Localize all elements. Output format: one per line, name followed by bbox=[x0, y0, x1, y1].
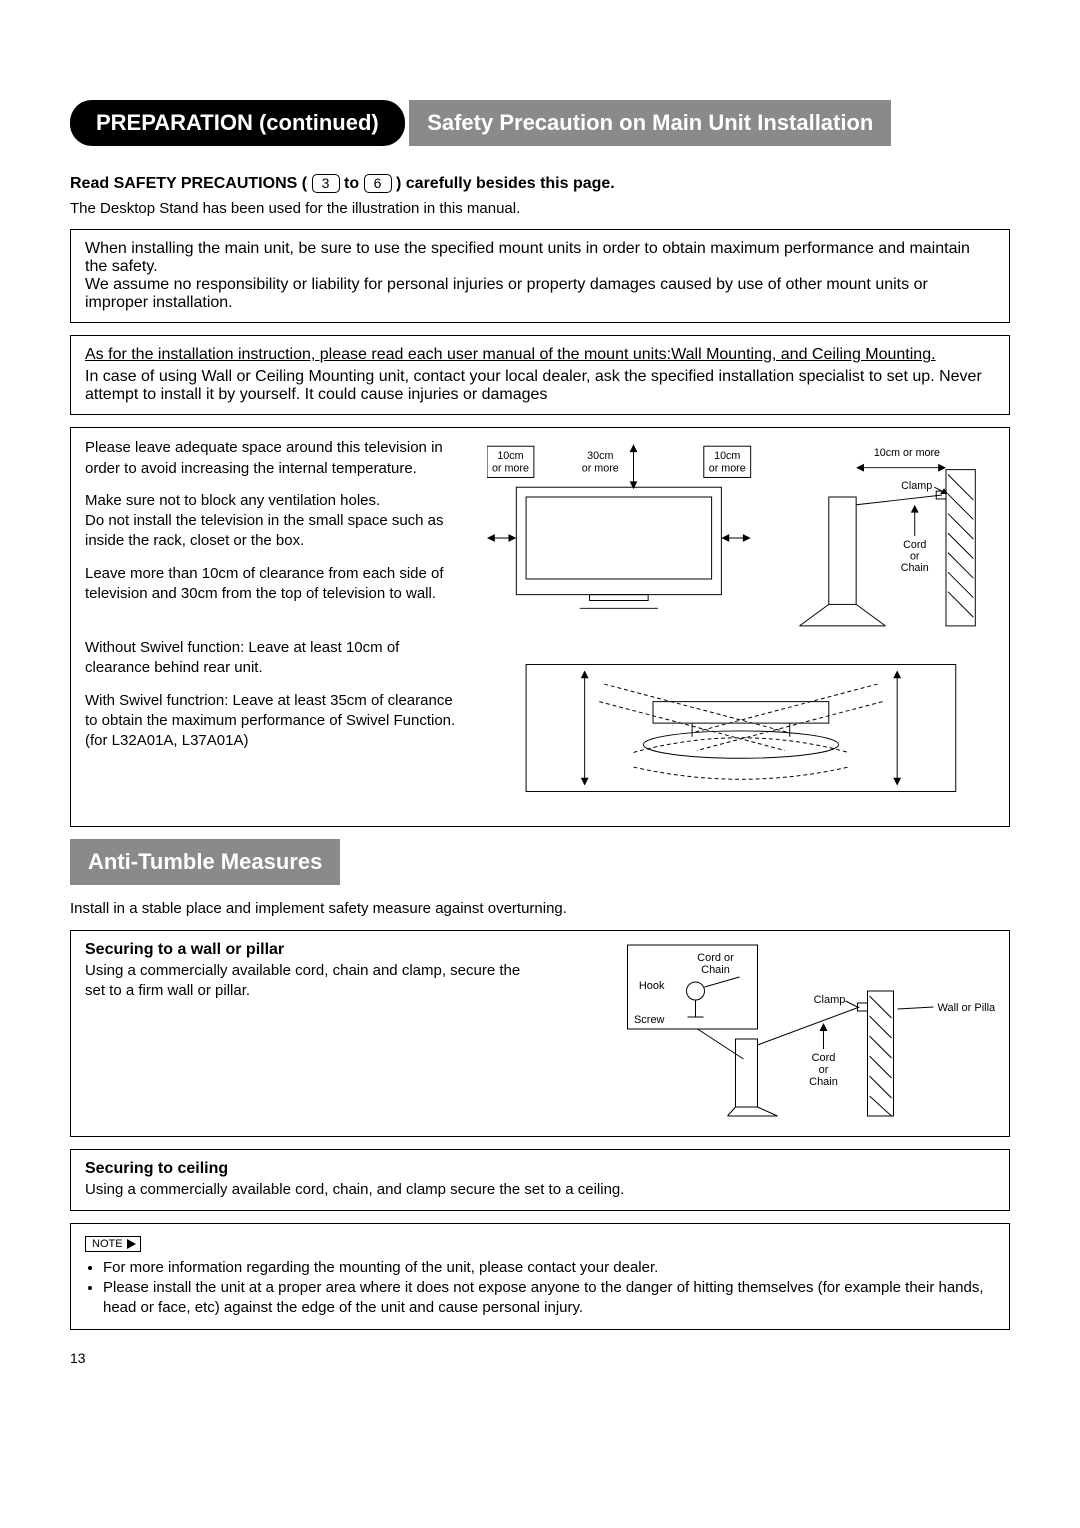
clearance-front-diagram: 10cm or more 30cm or more 10cm or more bbox=[487, 438, 995, 638]
svg-text:Chain: Chain bbox=[701, 964, 730, 976]
subhead-left: Read SAFETY PRECAUTIONS ( bbox=[70, 175, 307, 192]
note-item-1: For more information regarding the mount… bbox=[103, 1258, 995, 1278]
securing-wall-body: Using a commercially available cord, cha… bbox=[85, 961, 540, 1002]
install-warning-rest: In case of using Wall or Ceiling Mountin… bbox=[85, 368, 995, 404]
clearance-p1: Please leave adequate space around this … bbox=[85, 438, 467, 479]
svg-text:Chain: Chain bbox=[901, 562, 929, 574]
svg-text:or: or bbox=[819, 1064, 829, 1076]
install-warning-box-2: As for the installation instruction, ple… bbox=[70, 335, 1010, 415]
desktop-stand-note: The Desktop Stand has been used for the … bbox=[70, 199, 1010, 219]
svg-text:10cm: 10cm bbox=[714, 450, 740, 462]
securing-wall-title: Securing to a wall or pillar bbox=[85, 941, 540, 959]
securing-ceiling-title: Securing to ceiling bbox=[85, 1160, 995, 1178]
clearance-diagram-col: 10cm or more 30cm or more 10cm or more bbox=[487, 438, 995, 808]
clearance-box: Please leave adequate space around this … bbox=[70, 427, 1010, 827]
svg-text:Cord: Cord bbox=[812, 1052, 836, 1064]
svg-text:or: or bbox=[910, 551, 920, 563]
securing-ceiling-box: Securing to ceiling Using a commercially… bbox=[70, 1149, 1010, 1211]
subhead-mid: to bbox=[344, 175, 359, 192]
svg-text:Hook: Hook bbox=[639, 980, 665, 992]
clearance-text-col: Please leave adequate space around this … bbox=[85, 438, 467, 808]
gray-header-anti-tumble: Anti-Tumble Measures bbox=[70, 839, 340, 885]
swivel-top-diagram bbox=[487, 653, 995, 803]
note-arrow-icon bbox=[127, 1239, 136, 1249]
securing-wall-textcol: Securing to a wall or pillar Using a com… bbox=[85, 941, 540, 1126]
note-box: NOTE For more information regarding the … bbox=[70, 1223, 1010, 1330]
svg-text:30cm: 30cm bbox=[587, 450, 613, 462]
svg-text:or more: or more bbox=[492, 463, 529, 475]
anti-tumble-intro: Install in a stable place and implement … bbox=[70, 899, 1010, 919]
install-warning-underlined: As for the installation instruction, ple… bbox=[85, 346, 995, 364]
clearance-p4: Without Swivel function: Leave at least … bbox=[85, 638, 467, 679]
page-number: 13 bbox=[70, 1350, 1010, 1366]
read-safety-subhead: Read SAFETY PRECAUTIONS ( 3 to 6 ) caref… bbox=[70, 174, 1010, 193]
gray-header-safety: Safety Precaution on Main Unit Installat… bbox=[409, 100, 891, 146]
note-label: NOTE bbox=[85, 1236, 141, 1252]
svg-text:or more: or more bbox=[709, 463, 746, 475]
svg-text:Chain: Chain bbox=[809, 1076, 838, 1088]
svg-text:Screw: Screw bbox=[634, 1014, 665, 1026]
securing-wall-diagram-col: Hook Cord or Chain Screw bbox=[560, 941, 995, 1126]
svg-text:10cm: 10cm bbox=[498, 450, 524, 462]
svg-text:or more: or more bbox=[582, 463, 619, 475]
clearance-p3: Leave more than 10cm of clearance from e… bbox=[85, 564, 467, 605]
section-pill-header: PREPARATION (continued) bbox=[70, 100, 405, 146]
clearance-p2: Make sure not to block any ventilation h… bbox=[85, 491, 467, 552]
install-warning-box-1: When installing the main unit, be sure t… bbox=[70, 229, 1010, 323]
clearance-p5: With Swivel functrion: Leave at least 35… bbox=[85, 691, 467, 752]
svg-text:Cord: Cord bbox=[903, 539, 926, 551]
svg-text:Clamp: Clamp bbox=[814, 994, 846, 1006]
note-list: For more information regarding the mount… bbox=[103, 1258, 995, 1319]
svg-text:Clamp: Clamp bbox=[901, 480, 932, 492]
page-ref-from: 3 bbox=[312, 174, 340, 193]
securing-ceiling-body: Using a commercially available cord, cha… bbox=[85, 1180, 995, 1200]
svg-text:10cm or more: 10cm or more bbox=[874, 447, 940, 459]
securing-wall-diagram: Hook Cord or Chain Screw bbox=[560, 941, 995, 1121]
note-label-text: NOTE bbox=[92, 1238, 123, 1250]
svg-text:Cord or: Cord or bbox=[697, 952, 734, 964]
securing-wall-box: Securing to a wall or pillar Using a com… bbox=[70, 930, 1010, 1137]
svg-text:Wall or Pillar: Wall or Pillar bbox=[938, 1002, 996, 1014]
page-ref-to: 6 bbox=[364, 174, 392, 193]
note-item-2: Please install the unit at a proper area… bbox=[103, 1278, 995, 1319]
subhead-right: ) carefully besides this page. bbox=[396, 175, 615, 192]
install-warning-text: When installing the main unit, be sure t… bbox=[85, 240, 995, 312]
